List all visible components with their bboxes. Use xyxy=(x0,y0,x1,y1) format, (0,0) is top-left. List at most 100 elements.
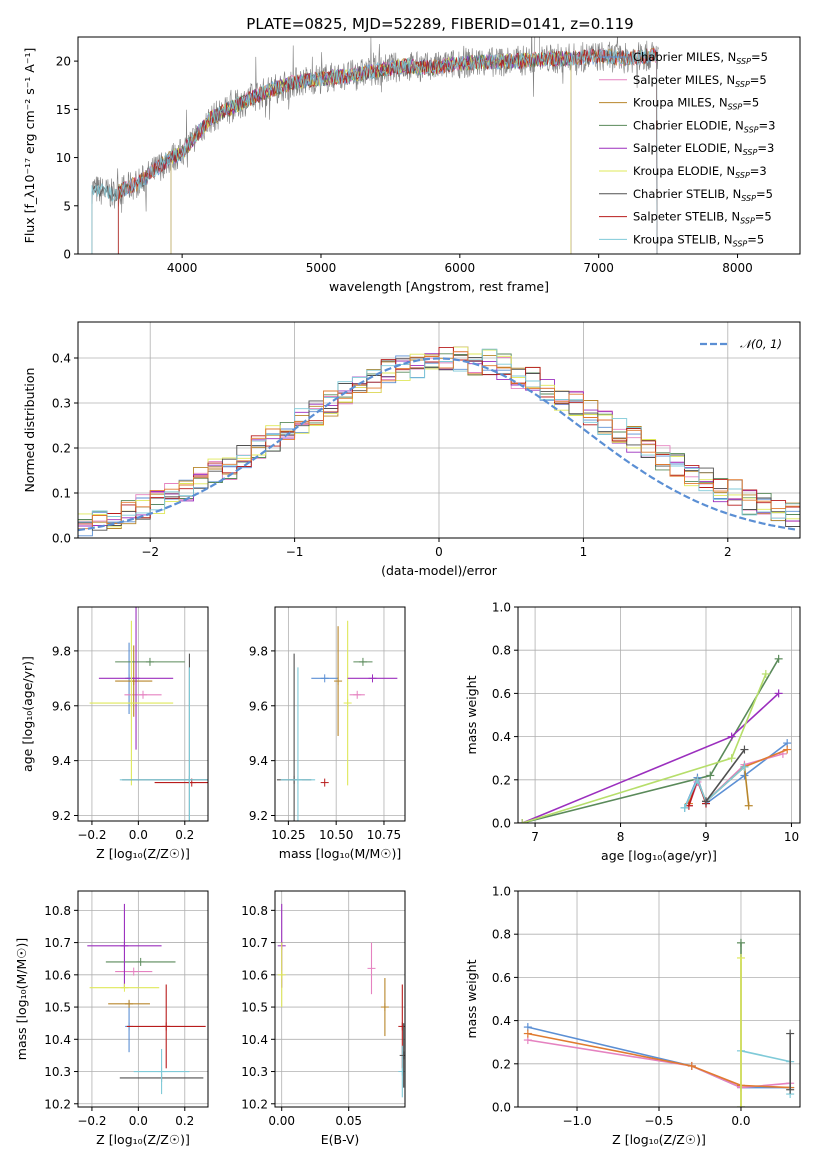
x-tick-label: 0.0 xyxy=(129,1114,148,1128)
y-tick-label: 9.6 xyxy=(249,699,268,713)
grid-lines xyxy=(518,606,800,824)
plot-area xyxy=(89,607,208,821)
y-tick-label: 0.2 xyxy=(492,1057,511,1071)
chart-mass-weight-vs-age: 7 8 9 10 0.0 0.2 0.4 0.6 0.8 1.0 age [log₁₀(age/yr… xyxy=(464,601,801,863)
grid-lines xyxy=(78,891,208,1107)
model-spectrum-line xyxy=(170,51,572,254)
y-tick-label: 20 xyxy=(56,55,71,69)
x-axis-label: (data-model)/error xyxy=(381,563,498,578)
y-axis-label: mass weight xyxy=(464,959,479,1038)
legend-suffix: =5 xyxy=(742,96,759,110)
y-tick-label: 0.4 xyxy=(52,352,71,366)
legend-entry: Chabrier ELODIE, NSSP=3 xyxy=(633,118,775,134)
x-tick-label: −0.2 xyxy=(77,828,106,842)
legend-suffix: =5 xyxy=(751,50,768,64)
y-tick-label: 9.6 xyxy=(52,699,71,713)
x-tick-label: −2 xyxy=(141,545,159,559)
chart-mass-weight-vs-Z: −1.0 −0.5 0.0 0.0 0.2 0.4 0.6 0.8 1.0 Z [log₁₀(Z/… xyxy=(464,885,801,1147)
legend-entry: Salpeter STELIB, NSSP=5 xyxy=(633,210,772,226)
legend-entry: Chabrier STELIB, NSSP=5 xyxy=(633,187,773,203)
overlay: 10.25 10.50 10.75 9.2 9.4 9.6 9.8 mass [log₁₀(M… xyxy=(249,606,406,861)
y-axis-label: Flux [f_λ10⁻¹⁷ erg cm⁻² s⁻¹ A⁻¹] xyxy=(22,48,37,244)
plot-area xyxy=(78,346,800,537)
chart-mass-vs-Z: −0.2 0.0 0.2 10.2 10.3 10.4 10.5 10.6 10.7 10.8 Z … xyxy=(14,890,209,1147)
y-tick-label: 0.2 xyxy=(492,773,511,787)
x-axis-label: Z [log₁₀(Z/Z☉)] xyxy=(612,1132,706,1147)
legend-entry: Kroupa STELIB, NSSP=5 xyxy=(633,232,764,248)
model-spectrum-line xyxy=(117,47,658,254)
plot-area xyxy=(518,654,792,823)
x-tick-label: 0.2 xyxy=(175,828,194,842)
y-tick-label: 0.2 xyxy=(52,442,71,456)
histogram-step-line xyxy=(78,346,800,525)
chart-age-vs-mass: 10.25 10.50 10.75 9.2 9.4 9.6 9.8 mass [log₁₀(M… xyxy=(249,606,406,861)
y-tick-label: 1.0 xyxy=(492,885,511,899)
legend-entry: Chabrier MILES, NSSP=5 xyxy=(633,50,768,66)
x-tick-label: 0.0 xyxy=(129,828,148,842)
x-tick-label: 8 xyxy=(617,830,625,844)
axes-frame xyxy=(517,890,801,1108)
x-tick-label: 1 xyxy=(580,545,588,559)
y-axis-label: mass [log₁₀(M/M☉)] xyxy=(14,938,29,1060)
y-axis-label: mass weight xyxy=(464,675,479,754)
legend-subscript: SSP xyxy=(736,57,751,66)
x-tick-label: 6000 xyxy=(445,261,476,275)
x-tick-label: 9 xyxy=(702,830,710,844)
chart-spectrum: 4000 5000 6000 7000 8000 0 5 10 15 20 wavelength [… xyxy=(22,36,801,294)
x-tick-label: −0.5 xyxy=(644,1114,673,1128)
axes-frame xyxy=(77,321,801,539)
x-tick-label: 0 xyxy=(435,545,443,559)
legend-entry: Kroupa ELODIE, NSSP=3 xyxy=(633,164,767,180)
axes-frame xyxy=(274,890,406,1108)
y-tick-label: 10.3 xyxy=(241,1065,268,1079)
model-spectrum-line xyxy=(117,47,658,254)
model-spectrum-line xyxy=(170,50,572,254)
y-tick-label: 10.6 xyxy=(44,968,71,982)
y-tick-label: 0.4 xyxy=(492,730,511,744)
model-spectrum-line xyxy=(91,49,658,254)
x-tick-label: 10.25 xyxy=(271,828,305,842)
figure-title: PLATE=0825, MJD=52289, FIBERID=0141, z=0… xyxy=(246,15,633,33)
legend-entry: Salpeter ELODIE, NSSP=3 xyxy=(633,141,774,157)
legend-subscript: SSP xyxy=(728,103,743,112)
y-tick-label: 10.2 xyxy=(241,1097,268,1111)
legend-suffix: =3 xyxy=(750,164,767,178)
y-tick-label: 9.8 xyxy=(249,644,268,658)
x-tick-label: 4000 xyxy=(167,261,198,275)
y-tick-label: 9.8 xyxy=(52,644,71,658)
weight-line xyxy=(521,692,780,823)
weight-line xyxy=(705,749,746,802)
overlay: −2 −1 0 1 2 0.0 0.1 0.2 0.3 0.4 (data-model)/error… xyxy=(22,321,801,578)
chart-residual-histogram: −2 −1 0 1 2 0.0 0.1 0.2 0.3 0.4 (data-model)/error… xyxy=(22,321,801,578)
x-tick-label: 2 xyxy=(724,545,732,559)
x-tick-label: 5000 xyxy=(306,261,337,275)
grid-lines xyxy=(78,607,208,821)
weight-line xyxy=(683,766,746,809)
x-axis-label: Z [log₁₀(Z/Z☉)] xyxy=(96,1132,190,1147)
y-tick-label: 0.8 xyxy=(492,644,511,658)
overlay: −1.0 −0.5 0.0 0.0 0.2 0.4 0.6 0.8 1.0 Z [log₁₀(Z/… xyxy=(464,885,801,1147)
plot-area xyxy=(87,903,206,1095)
y-tick-label: 0.3 xyxy=(52,397,71,411)
y-axis-label: Normed distribution xyxy=(22,368,37,493)
overlay: 0.00 0.05 10.2 10.3 10.4 10.5 10.6 10.7 10.8 E(B-… xyxy=(241,890,406,1147)
x-tick-label: −1.0 xyxy=(562,1114,591,1128)
y-tick-label: 10.2 xyxy=(44,1097,71,1111)
chart-age-vs-Z: −0.2 0.0 0.2 9.2 9.4 9.6 9.8 Z [log₁₀(Z/Z☉)] age… xyxy=(20,606,209,861)
weight-line xyxy=(527,1032,791,1089)
model-spectrum-line xyxy=(170,51,572,254)
overlay: 4000 5000 6000 7000 8000 0 5 10 15 20 wavelength [… xyxy=(22,36,801,294)
y-tick-label: 10 xyxy=(56,151,71,165)
y-tick-label: 10.8 xyxy=(44,904,71,918)
y-tick-label: 10.7 xyxy=(44,936,71,950)
y-tick-label: 0.6 xyxy=(492,971,511,985)
y-tick-label: 0.1 xyxy=(52,487,71,501)
x-axis-label: E(B-V) xyxy=(321,1132,360,1147)
axes-frame xyxy=(77,890,209,1108)
legend-subscript: SSP xyxy=(741,194,756,203)
weight-line xyxy=(527,1039,791,1089)
plot-area xyxy=(91,37,659,254)
histogram-step-line xyxy=(78,351,800,530)
x-tick-label: 10 xyxy=(784,830,799,844)
